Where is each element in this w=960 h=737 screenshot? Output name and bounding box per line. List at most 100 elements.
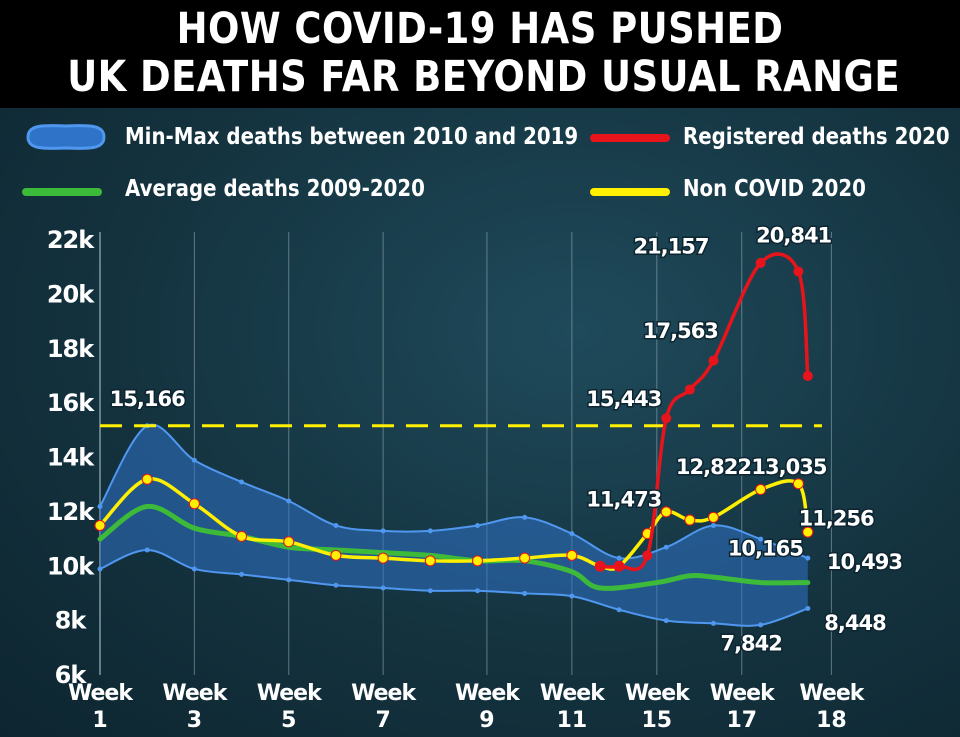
legend-label-band: Min-Max deaths between 2010 and 2019 [125,124,579,150]
data-label: 10,493 [827,550,902,574]
band-min-point [522,590,528,596]
data-point-non_covid [330,549,342,561]
data-label: 8,448 [824,611,886,635]
band-min-point [616,607,622,613]
x-tick-label: Week [455,681,521,706]
data-point-registered [684,384,695,395]
x-tick-label: Week [710,681,776,706]
band-min-point [144,547,150,553]
band-min-point [191,566,197,572]
data-point-registered [793,266,804,277]
x-tick-label: Week [257,681,323,706]
legend-label-non-covid: Non COVID 2020 [683,176,866,202]
band-min-point [569,593,575,599]
y-tick-label: 10k [47,552,95,580]
band-max-point [616,555,622,561]
legend-swatch-average [22,188,102,196]
legend-label-registered: Registered deaths 2020 [683,124,950,150]
x-tick-label: 5 [281,708,296,733]
data-label: 17,563 [643,319,718,343]
band-max-point [286,498,292,504]
data-point-non_covid [519,552,531,564]
data-point-non_covid [660,506,672,518]
data-point-non_covid [684,514,696,526]
legend-swatch-registered [590,134,670,142]
data-point-registered [595,561,606,572]
y-tick-label: 20k [47,280,95,308]
data-point-non_covid [424,555,436,567]
data-label: 15,443 [586,387,661,411]
band-min-point [239,571,245,577]
min-max-band-area [100,424,808,626]
band-min-point [286,577,292,583]
legend-label-average: Average deaths 2009-2020 [125,176,425,202]
x-tick-label: 15 [642,708,673,733]
data-label: 12,822 [676,455,751,479]
band-max-point [191,457,197,463]
data-label: 7,842 [720,632,781,656]
x-tick-label: 17 [726,708,757,733]
chart-title-line-1: HOW COVID-19 HAS PUSHED [176,4,784,54]
x-tick-label: Week [162,681,228,706]
data-point-non_covid [472,555,483,567]
x-tick-label: Week [625,681,691,706]
series-lines [94,252,814,591]
x-tick-label: Week [799,681,865,706]
data-point-non_covid [755,484,767,496]
band-max-point [805,555,811,561]
data-labels: 15,166 15,443 17,563 21,157 20,841 11,473 12,8… [108,222,904,657]
data-point-non_covid [792,478,804,490]
data-label: 11,473 [586,487,661,511]
data-point-registered [614,561,625,572]
band-min-point [475,588,480,594]
band-max-point [380,528,386,534]
band-min-point [710,620,716,626]
data-label: 10,165 [728,536,803,560]
x-tick-label: Week [68,681,134,706]
data-point-registered [661,413,672,424]
data-point-non_covid [707,511,719,523]
band-max-point [97,503,103,509]
band-max-point [663,544,669,550]
band-max-point [710,522,716,528]
y-tick-label: 22k [47,226,95,254]
band-min-point [333,582,339,588]
band-max-point [522,514,528,520]
data-point-registered [755,257,766,268]
band-max-point [569,531,575,537]
x-tick-label: 3 [187,708,202,733]
band-min-point [758,622,764,628]
band-min-point [97,566,103,572]
data-point-non_covid [94,519,106,531]
min-max-band [97,423,811,628]
band-max-point [758,536,764,542]
legend-swatch-non-covid [590,188,670,196]
y-tick-label: 8k [55,607,88,635]
band-max-point [475,522,480,528]
data-label: 13,035 [751,455,826,479]
data-point-non_covid [377,552,389,564]
band-min-line [99,548,809,627]
y-tick-label: 18k [47,335,95,363]
band-min-point [427,588,433,594]
x-tick-label: 9 [479,708,494,733]
band-max-line [99,423,809,560]
band-min-point [380,585,386,591]
data-label: 21,157 [633,235,708,259]
y-tick-label: 14k [47,444,95,472]
x-axis-ticks: Week1Week3Week5Week7Week9Week11Week15Wee… [68,681,867,733]
y-tick-label: 12k [47,498,95,526]
data-point-registered [642,550,653,561]
data-point-non_covid [802,526,814,538]
data-point-non_covid [188,498,200,510]
chart-title-line-2: UK DEATHS FAR BEYOND USUAL RANGE [67,52,901,102]
band-swatch-icon [26,124,106,150]
data-label: 11,256 [799,506,874,530]
y-tick-label: 6k [55,661,88,689]
title-bar: HOW COVID-19 HAS PUSHED UK DEATHS FAR BE… [0,0,960,108]
y-tick-label: 16k [47,389,95,417]
data-point-non_covid [566,549,578,561]
band-min-point [663,618,669,624]
data-point-non_covid [141,473,153,485]
